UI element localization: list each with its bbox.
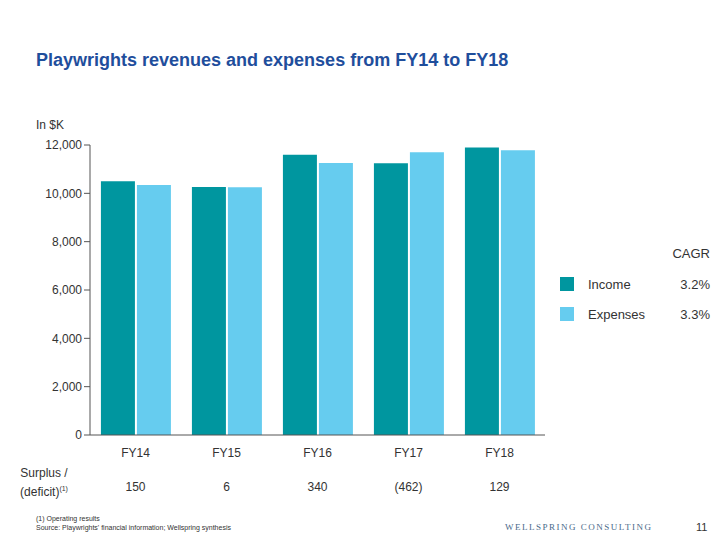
html-text:WELLSPRING CONSULTING: WELLSPRING CONSULTING [505,522,653,532]
svg-text:FY15: FY15 [212,446,241,460]
svg-text:6,000: 6,000 [52,283,82,297]
svg-text:12,000: 12,000 [45,138,82,152]
html-text:(deficit)(1): (deficit)(1) [20,485,68,499]
html-text:Surplus /: Surplus / [20,466,68,480]
html-text:Expenses: Expenses [588,306,646,322]
svg-text:2,000: 2,000 [52,380,82,394]
svg-text:4,000: 4,000 [52,332,82,346]
html-text:(1) Operating results: (1) Operating results [36,515,100,522]
html-text:11: 11 [696,521,708,533]
html-text:Income: Income [588,276,631,292]
svg-text:8,000: 8,000 [52,235,82,249]
svg-text:129: 129 [489,480,509,494]
svg-text:FY18: FY18 [485,446,514,460]
svg-text:10,000: 10,000 [45,187,82,201]
svg-text:150: 150 [125,480,145,494]
html-text:3.3%: 3.3% [680,306,710,322]
svg-text:FY17: FY17 [394,446,423,460]
svg-text:340: 340 [307,480,327,494]
html-text:In $K: In $K [36,118,64,132]
html-text:Playwrights revenues and expen: Playwrights revenues and expenses from F… [36,50,509,70]
html-text:3.2%: 3.2% [680,276,710,292]
html-text:CAGR: CAGR [672,246,710,261]
svg-text:FY14: FY14 [121,446,150,460]
svg-text:FY16: FY16 [303,446,332,460]
svg-text:6: 6 [223,480,230,494]
svg-text:0: 0 [75,428,82,442]
html-text:Source: Playwrights' financial: Source: Playwrights' financial informati… [36,524,231,531]
svg-text:(462): (462) [394,480,422,494]
